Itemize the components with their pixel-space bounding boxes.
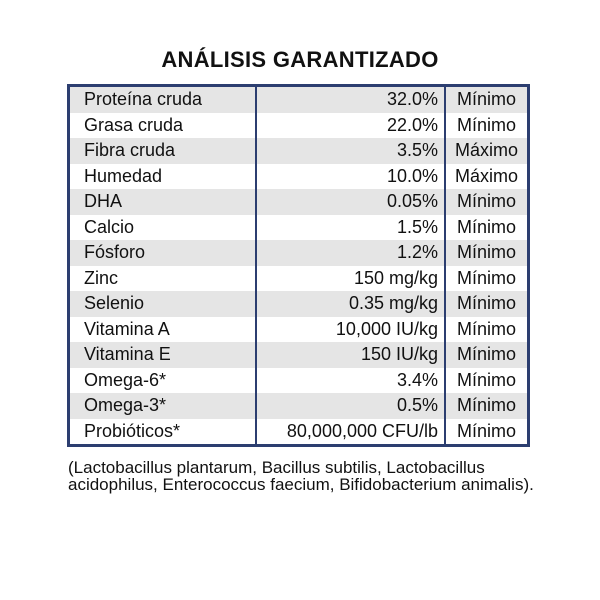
nutrient-qualifier: Máximo <box>454 165 518 186</box>
guaranteed-analysis-table: Proteína cruda 32.0% Mínimo Grasa cruda 22.0… <box>67 84 530 447</box>
nutrient-name: Fibra cruda <box>68 138 257 164</box>
nutrient-name: Probióticos* <box>68 418 257 446</box>
nutrient-qualifier: Mínimo <box>456 369 516 390</box>
nutrient-qualifier: Máximo <box>445 138 529 164</box>
nutrient-name: Zinc <box>68 265 257 291</box>
table-row: Vitamina E 150 IU/kg Mínimo <box>68 342 529 368</box>
nutrient-value: 0.05% <box>256 189 446 215</box>
nutrient-qualifier: Mínimo <box>456 420 516 441</box>
footnote: (Lactobacillus plantarum, Bacillus subti… <box>68 458 534 494</box>
nutrient-qualifier: Mínimo <box>445 85 529 113</box>
nutrient-qualifier: Mínimo <box>456 114 516 135</box>
nutrient-qualifier: Mínimo <box>456 267 516 288</box>
nutrient-value: 0.35 mg/kg <box>256 291 446 317</box>
table-row: Proteína cruda 32.0% Mínimo <box>68 85 529 113</box>
table-row: Omega-3* 0.5% Mínimo <box>68 393 529 419</box>
nutrient-name: Omega-6* <box>68 367 257 393</box>
nutrient-name: Omega-3* <box>68 393 257 419</box>
nutrient-qualifier: Mínimo <box>445 240 529 266</box>
nutrient-name: Selenio <box>68 291 257 317</box>
table-row: Selenio 0.35 mg/kg Mínimo <box>68 291 529 317</box>
nutrient-qualifier: Mínimo <box>456 318 516 339</box>
table-row: DHA 0.05% Mínimo <box>68 189 529 215</box>
page-title: ANÁLISIS GARANTIZADO <box>161 47 439 72</box>
nutrient-value: 150 mg/kg <box>256 265 446 291</box>
nutrient-value: 80,000,000 CFU/lb <box>256 418 446 446</box>
nutrient-value: 3.4% <box>256 367 446 393</box>
nutrient-value: 32.0% <box>256 85 446 113</box>
nutrient-value: 0.5% <box>256 393 446 419</box>
table-row: Fósforo 1.2% Mínimo <box>68 240 529 266</box>
nutrient-value: 1.2% <box>256 240 446 266</box>
nutrient-value: 10.0% <box>256 163 446 189</box>
nutrient-name: Grasa cruda <box>68 112 257 138</box>
nutrient-value: 22.0% <box>256 112 446 138</box>
nutrient-name: Vitamina A <box>68 316 257 342</box>
nutrient-qualifier: Mínimo <box>445 291 529 317</box>
table-row: Zinc 150 mg/kg Mínimo <box>68 265 529 291</box>
nutrient-qualifier: Mínimo <box>445 189 529 215</box>
table-row: Fibra cruda 3.5% Máximo <box>68 138 529 164</box>
nutrient-value: 150 IU/kg <box>256 342 446 368</box>
nutrient-name: DHA <box>68 189 257 215</box>
table-row: Grasa cruda 22.0% Mínimo <box>68 112 529 138</box>
nutrient-name: Fósforo <box>68 240 257 266</box>
table-row: Probióticos* 80,000,000 CFU/lb Mínimo <box>68 418 529 446</box>
nutrient-value: 10,000 IU/kg <box>256 316 446 342</box>
nutrient-qualifier: Mínimo <box>445 342 529 368</box>
table-row: Calcio 1.5% Mínimo <box>68 214 529 240</box>
nutrient-value: 1.5% <box>256 214 446 240</box>
nutrient-qualifier: Mínimo <box>445 393 529 419</box>
table-row: Omega-6* 3.4% Mínimo <box>68 367 529 393</box>
nutrient-name: Calcio <box>68 214 257 240</box>
table-row: Vitamina A 10,000 IU/kg Mínimo <box>68 316 529 342</box>
nutrient-name: Vitamina E <box>68 342 257 368</box>
nutrient-name: Humedad <box>68 163 257 189</box>
nutrient-value: 3.5% <box>256 138 446 164</box>
nutrient-name: Proteína cruda <box>68 85 257 113</box>
table-row: Humedad 10.0% Máximo <box>68 163 529 189</box>
nutrient-qualifier: Mínimo <box>456 216 516 237</box>
